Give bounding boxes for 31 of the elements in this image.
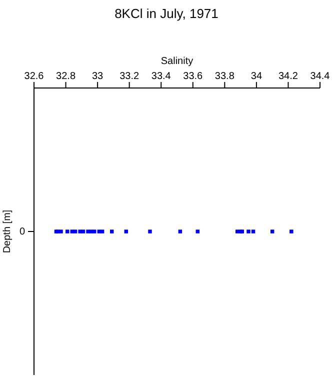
point	[59, 230, 63, 234]
x-tick-label: 32.6	[24, 71, 44, 82]
x-tick-label: 33.4	[151, 71, 172, 82]
point	[290, 230, 294, 234]
x-axis-title: Salinity	[160, 56, 194, 67]
y-tick-label: 0	[19, 226, 26, 238]
point	[65, 230, 70, 234]
point	[196, 230, 200, 234]
x-tick-label: 34.4	[310, 71, 330, 82]
point	[86, 230, 90, 234]
x-tick-label: 32.8	[56, 71, 76, 82]
point	[148, 230, 152, 234]
point	[124, 230, 128, 234]
x-tick-label: 33.2	[120, 71, 140, 82]
point	[110, 230, 114, 234]
x-tick-label: 34	[250, 71, 262, 82]
point	[100, 230, 104, 234]
point	[92, 230, 96, 234]
y-axis-title: Depth [m]	[2, 210, 13, 254]
point	[78, 230, 82, 234]
point	[251, 230, 256, 234]
point	[270, 230, 274, 234]
point	[178, 230, 182, 234]
x-tick-label: 33	[92, 71, 104, 82]
x-tick-label: 33.8	[214, 71, 235, 82]
point	[246, 230, 250, 234]
chart-title: 8KCl in July, 1971	[114, 6, 218, 21]
point	[81, 230, 86, 234]
x-tick-label: 33.6	[183, 71, 204, 82]
x-tick-label: 34.2	[278, 71, 298, 82]
point	[73, 230, 78, 234]
